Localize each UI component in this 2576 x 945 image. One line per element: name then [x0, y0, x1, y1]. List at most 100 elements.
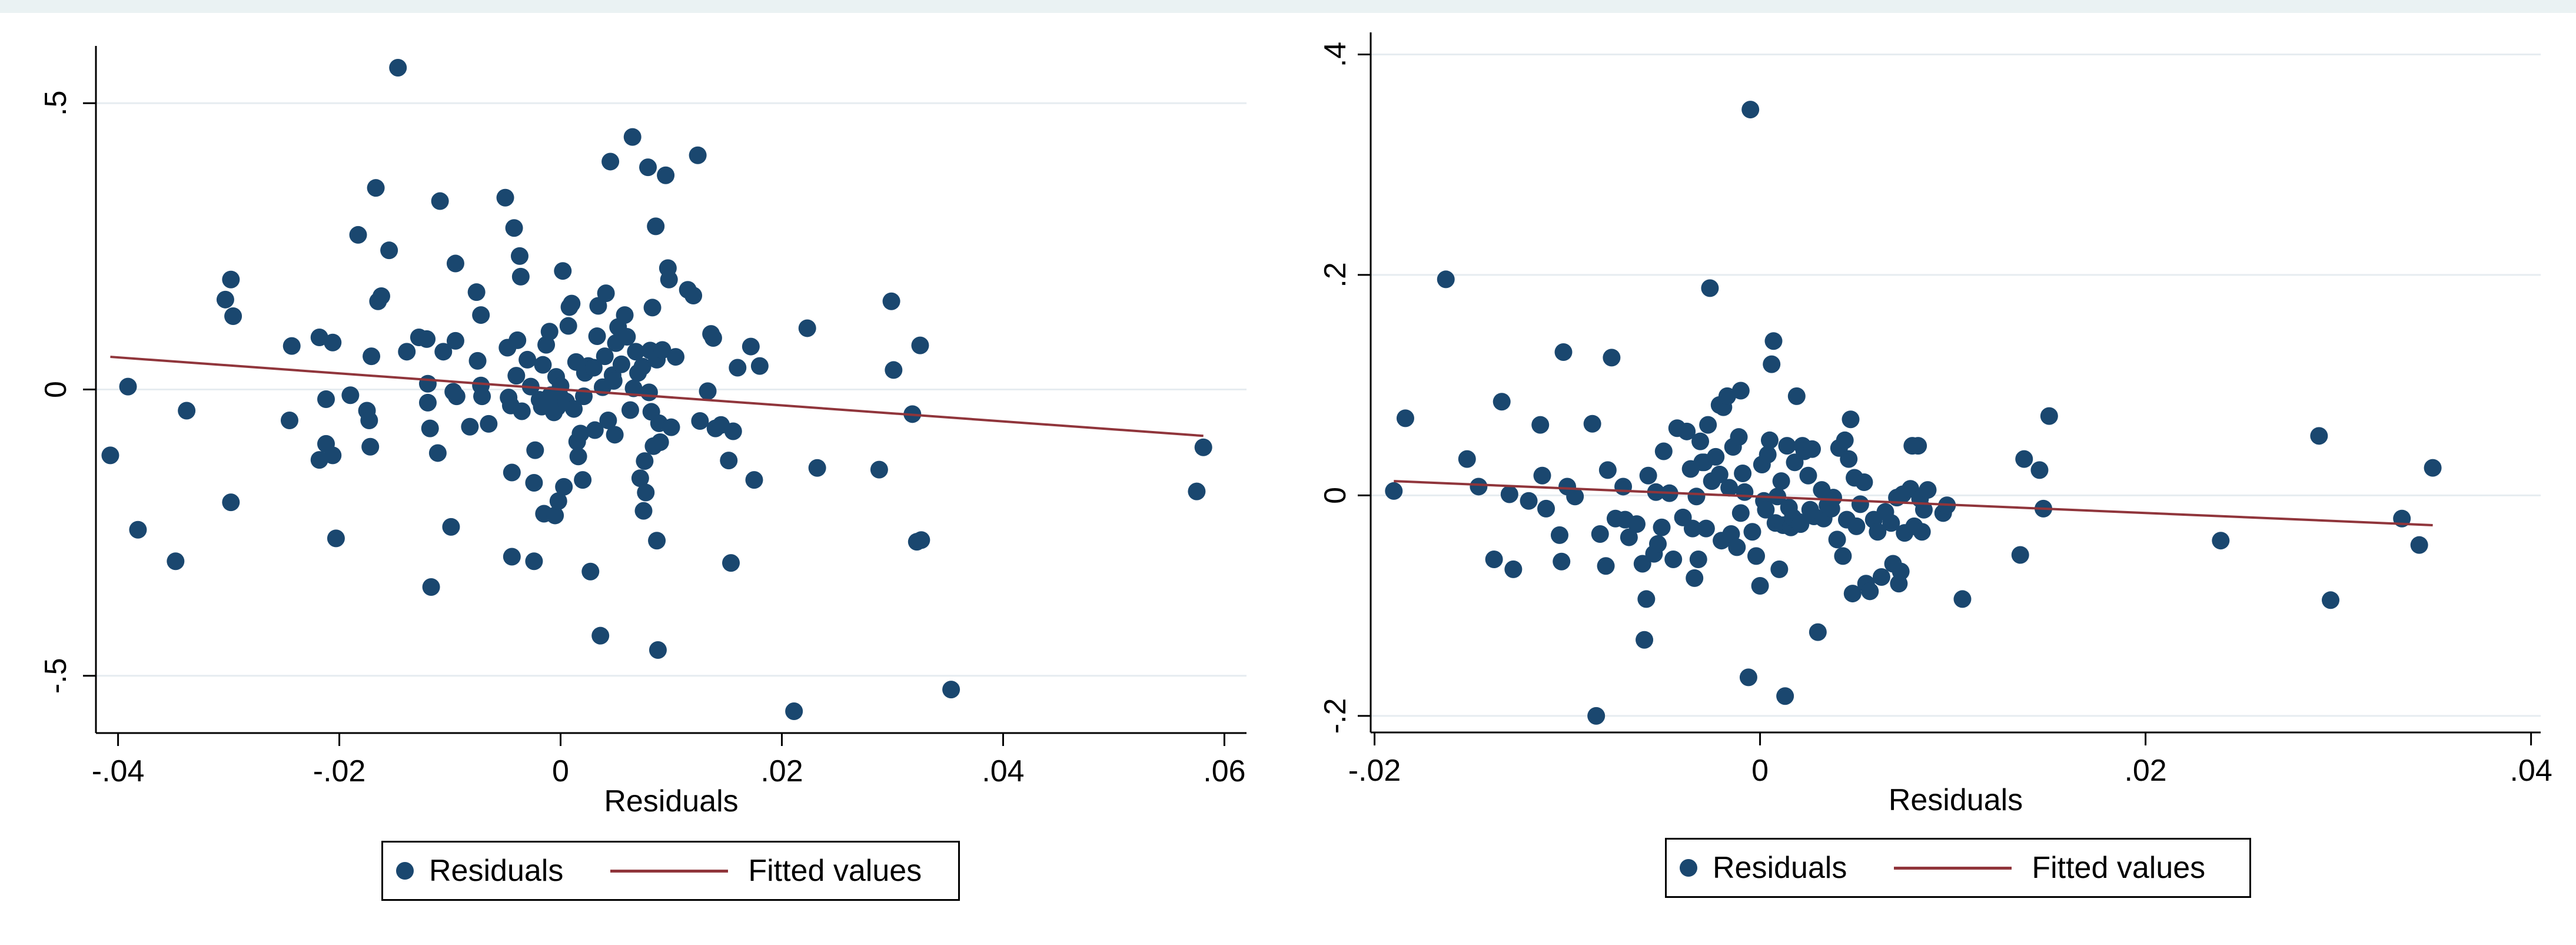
data-point [1803, 440, 1822, 458]
data-point [1587, 707, 1606, 725]
data-point [662, 418, 680, 436]
data-point [216, 290, 234, 309]
data-point [468, 352, 487, 370]
x-tick-label: -.02 [1348, 754, 1401, 788]
data-point [1787, 387, 1806, 405]
data-point [1953, 590, 1972, 608]
data-point [1458, 450, 1476, 468]
data-point [1855, 473, 1873, 491]
data-point [129, 520, 147, 539]
data-point [1636, 631, 1654, 649]
data-point [1736, 483, 1754, 501]
data-point [1691, 432, 1710, 450]
data-point [1843, 585, 1862, 603]
data-point [1731, 382, 1750, 400]
data-point [1861, 582, 1879, 601]
data-point [643, 299, 662, 317]
data-point [1718, 387, 1736, 405]
data-point [1731, 504, 1750, 522]
data-point [119, 377, 137, 396]
data-point [442, 518, 460, 536]
data-point [421, 419, 439, 437]
x-tick-label: -.02 [313, 754, 366, 788]
data-point [657, 166, 675, 184]
data-point [461, 417, 479, 436]
data-point [591, 626, 610, 645]
chart-right: -.02 0 .02 .04 -.2 0 .2 .4 Residuals [1318, 32, 2552, 817]
data-point [798, 319, 816, 337]
data-point [555, 478, 573, 496]
data-point [222, 493, 240, 512]
data-point [467, 283, 486, 301]
data-point [1763, 355, 1781, 373]
legend-right: Residuals Fitted values [1665, 838, 2251, 898]
legend-label-residuals: Residuals [1713, 851, 1847, 885]
data-point [508, 331, 527, 349]
data-point [623, 128, 641, 146]
data-point [1772, 472, 1790, 490]
fitted-line [110, 356, 1204, 437]
data-point [1385, 482, 1403, 500]
data-point [729, 359, 747, 377]
data-point [651, 433, 669, 451]
data-point [1734, 464, 1752, 482]
data-point [1188, 482, 1206, 500]
x-axis-title: Residuals [1889, 783, 2023, 817]
data-point [1710, 465, 1729, 483]
data-point [341, 386, 360, 404]
data-point [505, 219, 523, 237]
data-point [389, 58, 407, 77]
data-point [1597, 557, 1615, 575]
y-tick-label: -.5 [39, 658, 73, 694]
data-point [496, 188, 514, 207]
data-point [1686, 569, 1704, 587]
data-point [634, 502, 653, 520]
data-point [1697, 519, 1715, 538]
data-point [101, 446, 119, 465]
data-point [870, 460, 888, 479]
data-point [1872, 568, 1890, 586]
data-point [1842, 410, 1860, 429]
data-point [785, 702, 803, 721]
data-point [1739, 668, 1757, 687]
data-point [1493, 393, 1511, 411]
data-point [1537, 499, 1555, 518]
data-point [618, 328, 636, 346]
data-point [418, 330, 436, 348]
data-point [222, 270, 240, 289]
data-point [480, 415, 498, 433]
data-point [720, 452, 738, 470]
x-tick-label: .04 [982, 754, 1024, 788]
data-point [649, 641, 667, 659]
data-point [1869, 523, 1887, 541]
data-point [633, 357, 652, 376]
legend-marker-residuals [396, 862, 414, 880]
data-point [559, 317, 577, 335]
data-point [1689, 551, 1707, 569]
data-point [569, 447, 587, 466]
data-point [518, 350, 537, 369]
legend-left: Residuals Fitted values [381, 841, 960, 901]
data-point [418, 393, 437, 412]
data-point [1504, 560, 1523, 578]
data-point [589, 297, 607, 315]
data-point [571, 425, 590, 443]
data-point [510, 247, 529, 265]
data-point [1747, 547, 1766, 565]
data-point [549, 492, 567, 510]
data-point [1764, 332, 1783, 350]
data-point [742, 337, 760, 356]
data-point [636, 452, 654, 470]
data-point [1553, 552, 1571, 571]
data-point [1751, 576, 1769, 595]
data-point [1470, 478, 1488, 496]
data-point [599, 412, 617, 430]
data-point [612, 355, 630, 373]
data-point [691, 412, 709, 430]
data-point [525, 474, 543, 492]
data-point [745, 471, 763, 489]
data-point [604, 372, 623, 390]
legend-label-fitted: Fitted values [748, 854, 922, 888]
legend-marker-residuals [1680, 859, 1697, 877]
data-point [224, 307, 242, 326]
